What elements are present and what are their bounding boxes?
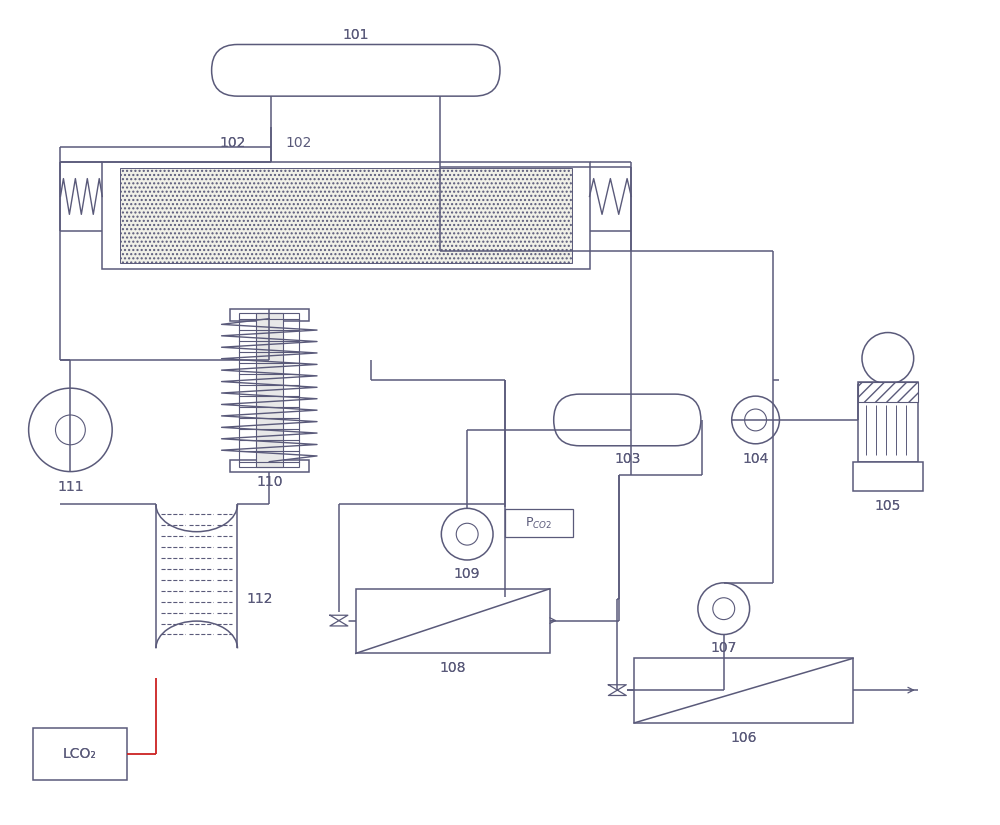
Text: 102: 102	[220, 136, 246, 150]
Bar	[853, 462, 923, 492]
FancyBboxPatch shape	[554, 394, 701, 446]
Circle shape	[55, 415, 85, 445]
Bar	[505, 509, 573, 537]
Text: 112: 112	[246, 592, 273, 606]
Text: 105: 105	[875, 499, 901, 513]
Bar	[634, 658, 853, 723]
Text: 104: 104	[742, 452, 769, 466]
Bar	[356, 589, 550, 653]
Bar	[858, 382, 918, 462]
Text: 111: 111	[57, 479, 84, 493]
Bar	[230, 309, 309, 321]
Text: 108: 108	[439, 662, 466, 676]
Text: 103: 103	[614, 452, 640, 466]
Text: 108: 108	[439, 662, 466, 676]
FancyBboxPatch shape	[212, 45, 500, 97]
Circle shape	[745, 409, 767, 431]
Text: 112: 112	[246, 592, 273, 606]
Text: 110: 110	[256, 474, 283, 488]
Text: LCO₂: LCO₂	[62, 747, 96, 761]
Text: 102: 102	[286, 136, 312, 150]
Circle shape	[713, 598, 735, 620]
Polygon shape	[339, 615, 348, 626]
Text: P$_{CO2}$: P$_{CO2}$	[525, 516, 552, 530]
Bar	[256, 314, 283, 467]
Text: 106: 106	[730, 731, 757, 745]
Polygon shape	[617, 685, 626, 695]
Polygon shape	[330, 615, 339, 626]
Polygon shape	[608, 685, 617, 695]
Bar	[102, 162, 590, 269]
Text: 111: 111	[57, 479, 84, 493]
Circle shape	[698, 582, 750, 634]
Text: 107: 107	[711, 642, 737, 655]
Text: 109: 109	[454, 567, 480, 581]
Bar	[239, 314, 299, 467]
Text: 109: 109	[454, 567, 480, 581]
Text: 107: 107	[711, 642, 737, 655]
Text: 106: 106	[730, 731, 757, 745]
Bar	[858, 382, 918, 402]
Text: 104: 104	[742, 452, 769, 466]
Text: LCO₂: LCO₂	[62, 747, 96, 761]
Text: 101: 101	[343, 27, 369, 41]
Bar	[230, 460, 309, 472]
Text: 103: 103	[614, 452, 640, 466]
Circle shape	[29, 389, 112, 472]
Text: 101: 101	[343, 27, 369, 41]
Text: 102: 102	[220, 136, 246, 150]
Circle shape	[732, 396, 779, 444]
Bar	[120, 167, 572, 263]
Bar	[33, 728, 127, 780]
Circle shape	[456, 523, 478, 545]
Circle shape	[862, 332, 914, 384]
Text: 110: 110	[256, 474, 283, 488]
Circle shape	[441, 508, 493, 560]
Text: 105: 105	[875, 499, 901, 513]
